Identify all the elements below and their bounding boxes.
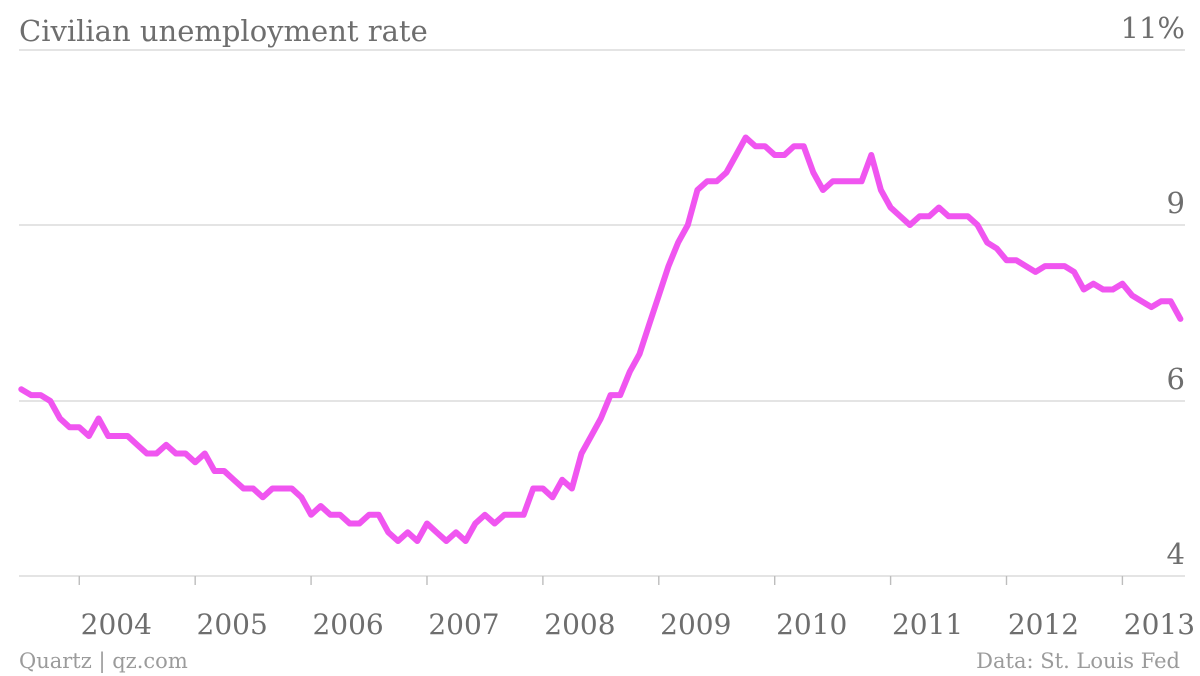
y-axis: 11% 9 6 4 xyxy=(1121,11,1185,571)
footer-source-left: Quartz | qz.com xyxy=(19,649,188,674)
x-axis: 2004 2005 2006 2007 2008 2009 2010 2011 2012 2013 xyxy=(78,576,1195,641)
x-tick-label: 2009 xyxy=(660,608,731,641)
y-tick-label: 4 xyxy=(1167,537,1185,571)
y-tick-label: 9 xyxy=(1167,186,1185,220)
y-tick-label: 6 xyxy=(1167,362,1185,396)
x-tick-label: 2010 xyxy=(776,608,847,641)
x-tick-label: 2005 xyxy=(197,608,268,641)
x-tick-label: 2004 xyxy=(81,608,152,641)
x-tick-label: 2012 xyxy=(1008,608,1079,641)
x-tick-label: 2008 xyxy=(544,608,615,641)
x-tick-label: 2013 xyxy=(1124,608,1195,641)
x-tick-label: 2011 xyxy=(892,608,963,641)
chart-title: Civilian unemployment rate xyxy=(19,14,428,48)
y-tick-label: 11% xyxy=(1121,11,1185,45)
gridlines xyxy=(19,49,1185,577)
series-line-unemployment-rate xyxy=(18,134,1184,544)
x-tick-label: 2007 xyxy=(428,608,499,641)
x-tick-label: 2006 xyxy=(312,608,383,641)
footer-source-right: Data: St. Louis Fed xyxy=(976,649,1180,673)
